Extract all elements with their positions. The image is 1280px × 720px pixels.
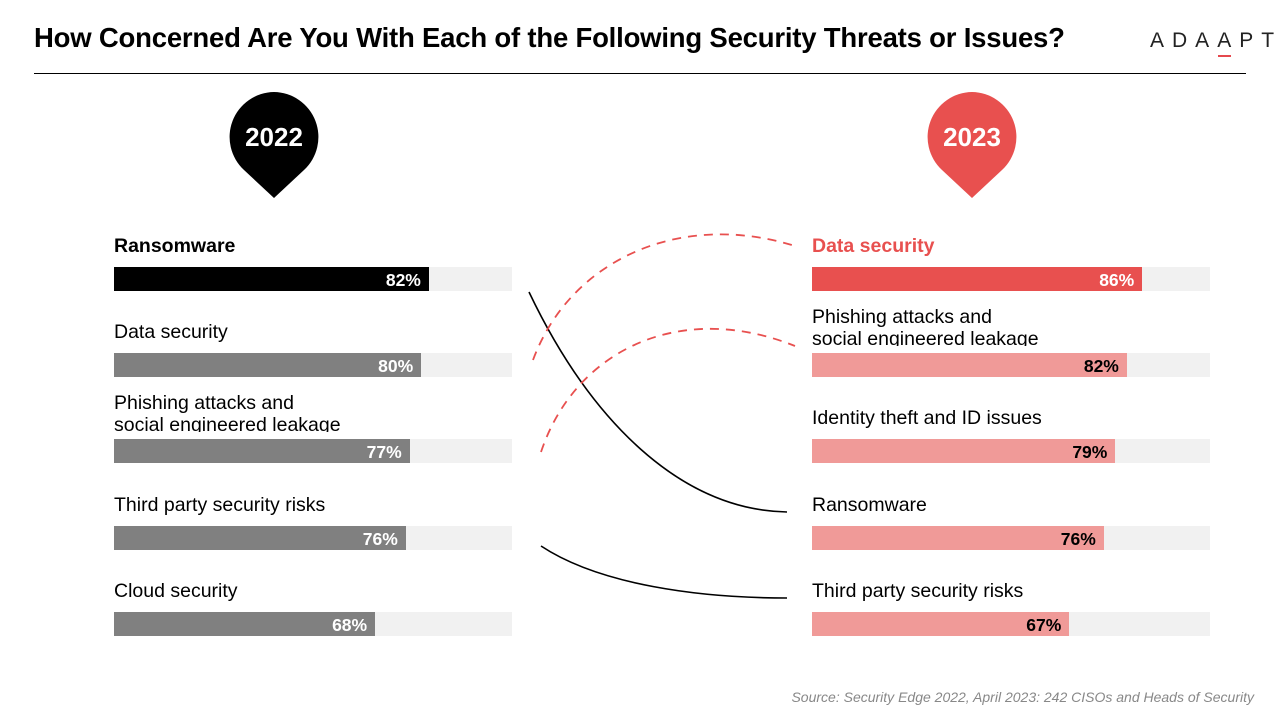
bar: 68%: [114, 612, 376, 636]
logo-accent-letter: A: [1217, 29, 1240, 57]
bar-track: 80%: [114, 353, 512, 377]
bar-track: 79%: [812, 439, 1210, 463]
bar-row-2023-2: Identity theft and ID issues 79%: [812, 406, 1210, 463]
bar-row-2022-1: Data security 80%: [114, 320, 512, 377]
map-pin-icon: [229, 92, 319, 198]
category-label: Third party security risks: [812, 580, 1024, 602]
bar-row-2023-1: Phishing attacks and social engineered l…: [812, 306, 1210, 377]
map-pin-icon: [927, 92, 1017, 198]
logo-part-1: ADA: [1150, 29, 1218, 52]
category-label: Identity theft and ID issues: [812, 407, 1042, 429]
bar-track: 67%: [812, 612, 1210, 636]
bar-row-2022-0: Ransomware 82%: [114, 234, 512, 291]
bar-row-2023-3: Ransomware 76%: [812, 493, 1210, 550]
connector-data-security: [532, 233, 796, 361]
logo-part-2: PT: [1239, 29, 1280, 52]
bar-track: 86%: [812, 267, 1210, 291]
category-label: Ransomware: [114, 235, 236, 257]
bar-row-2023-4: Third party security risks 67%: [812, 579, 1210, 636]
bar: 86%: [812, 267, 1143, 291]
bar: 79%: [812, 439, 1116, 463]
value-label: 86%: [1099, 270, 1135, 290]
category-label: Data security: [812, 235, 935, 257]
bar: 76%: [114, 526, 406, 550]
value-label: 82%: [385, 270, 421, 290]
year-pin-2022: 2022: [229, 92, 319, 198]
bar-track: 77%: [114, 439, 512, 463]
category-label: Phishing attacks and social engineered l…: [812, 306, 1039, 346]
year-pin-2023: 2023: [927, 92, 1017, 198]
value-label: 67%: [1026, 615, 1062, 635]
bar-track: 76%: [114, 526, 512, 550]
bar: 82%: [812, 353, 1127, 377]
value-label: 76%: [362, 529, 398, 549]
bar-track: 82%: [114, 267, 512, 291]
category-label: Cloud security: [114, 580, 238, 602]
connector-ransomware: [528, 291, 788, 513]
bar-row-2022-3: Third party security risks 76%: [114, 493, 512, 550]
bar: 80%: [114, 353, 422, 377]
connector-third-party: [540, 545, 788, 599]
chart-title: How Concerned Are You With Each of the F…: [34, 22, 1065, 53]
bar: 67%: [812, 612, 1070, 636]
category-label: Ransomware: [812, 494, 927, 516]
bar-track: 82%: [812, 353, 1210, 377]
bar-track: 68%: [114, 612, 512, 636]
bar-row-2023-0: Data security 86%: [812, 234, 1210, 291]
bar: 77%: [114, 439, 410, 463]
category-label: Third party security risks: [114, 494, 326, 516]
source-note: Source: Security Edge 2022, April 2023: …: [791, 689, 1254, 705]
year-label-2022: 2022: [245, 122, 303, 152]
value-label: 77%: [366, 442, 402, 462]
value-label: 76%: [1060, 529, 1096, 549]
value-label: 80%: [378, 356, 414, 376]
bar-track: 76%: [812, 526, 1210, 550]
year-label-2023: 2023: [943, 122, 1001, 152]
category-label: Data security: [114, 321, 228, 343]
bar: 76%: [812, 526, 1104, 550]
bar-row-2022-4: Cloud security 68%: [114, 579, 512, 636]
value-label: 79%: [1072, 442, 1108, 462]
adapt-logo: ADAAPT: [1150, 29, 1280, 57]
value-label: 68%: [332, 615, 368, 635]
connector-phishing: [540, 327, 796, 453]
bar-row-2022-2: Phishing attacks and social engineered l…: [114, 392, 512, 463]
category-label: Phishing attacks and social engineered l…: [114, 392, 341, 432]
value-label: 82%: [1083, 356, 1119, 376]
title-divider: [34, 73, 1246, 74]
bar: 82%: [114, 267, 429, 291]
